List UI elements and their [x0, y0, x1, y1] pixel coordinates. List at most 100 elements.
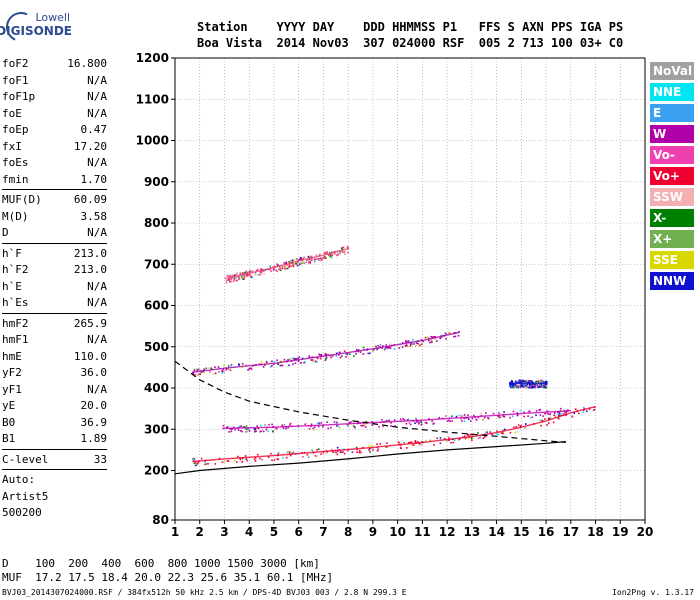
- param-label: hmE: [2, 349, 22, 363]
- echo-point: [299, 262, 301, 265]
- echo-point: [377, 448, 380, 451]
- echo-point: [203, 368, 206, 371]
- echo-point: [346, 352, 349, 355]
- echo-point: [302, 257, 305, 260]
- echo-point: [250, 367, 252, 369]
- echo-point: [405, 340, 407, 342]
- echo-point: [317, 257, 320, 260]
- param-row: yE 20.0: [2, 398, 107, 415]
- x-tick-label: 7: [319, 525, 327, 539]
- echo-point: [324, 257, 326, 259]
- echo-point: [287, 426, 290, 429]
- echo-point: [292, 264, 294, 266]
- echo-point: [263, 270, 265, 272]
- echo-point: [407, 345, 409, 348]
- echo-point: [389, 343, 391, 346]
- echo-point: [325, 257, 327, 259]
- echo-point: [335, 355, 338, 357]
- echo-point: [527, 415, 529, 417]
- echo-point: [336, 453, 339, 456]
- echo-point: [471, 417, 474, 420]
- echo-point: [204, 463, 206, 466]
- echo-point: [273, 265, 276, 268]
- echo-point: [407, 418, 410, 420]
- echo-point: [470, 437, 473, 440]
- echo-point: [282, 427, 285, 430]
- echo-point: [330, 356, 333, 359]
- echo-point: [382, 345, 384, 347]
- echo-point: [417, 342, 419, 345]
- model-profile: [174, 360, 566, 443]
- echo-point: [246, 275, 248, 277]
- param-label: fxI: [2, 139, 22, 153]
- echo-point: [273, 360, 276, 363]
- echo-point: [336, 421, 338, 424]
- echo-point: [377, 344, 379, 347]
- echo-point: [364, 423, 367, 425]
- param-label: foE: [2, 106, 22, 120]
- echo-point: [294, 358, 297, 360]
- echo-point: [289, 264, 291, 267]
- echo-point: [327, 427, 329, 430]
- echo-point: [248, 368, 251, 370]
- echo-point: [524, 385, 526, 387]
- echo-point: [425, 439, 427, 442]
- param-label: foEp: [2, 123, 29, 136]
- echo-point: [539, 414, 542, 416]
- echo-point: [361, 424, 364, 427]
- echo-point: [227, 368, 230, 370]
- echo-point: [420, 421, 423, 424]
- echo-point: [271, 365, 273, 367]
- echo-point: [331, 254, 334, 257]
- echo-point: [479, 436, 482, 439]
- echo-point: [420, 444, 423, 447]
- echo-point: [409, 345, 412, 347]
- echo-point: [257, 427, 260, 430]
- echo-point: [523, 411, 525, 414]
- echo-point: [325, 358, 327, 360]
- param-label: foF1p: [2, 90, 36, 103]
- echo-point: [304, 423, 306, 426]
- echo-point: [299, 362, 302, 364]
- echo-point: [276, 264, 279, 266]
- y-tick-label: 200: [144, 464, 169, 478]
- muf-table-row1: D 100 200 400 600 800 1000 1500 3000 [km…: [2, 557, 320, 570]
- echo-point: [510, 386, 512, 389]
- echo-point: [520, 385, 522, 388]
- echo-point: [259, 424, 262, 427]
- x-tick-label: 15: [513, 525, 530, 539]
- echo-point: [378, 425, 380, 428]
- echo-point: [241, 272, 244, 274]
- echo-point: [514, 380, 517, 383]
- echo-point: [200, 457, 203, 460]
- echo-point: [541, 385, 544, 388]
- echo-point: [236, 276, 239, 278]
- echo-point: [409, 441, 411, 444]
- echo-point: [398, 347, 401, 349]
- echo-point: [238, 425, 241, 428]
- echo-point: [254, 460, 257, 462]
- echo-point: [388, 346, 391, 348]
- echo-point: [218, 371, 220, 373]
- echo-point: [338, 427, 341, 430]
- echo-point: [254, 456, 257, 459]
- echo-point: [544, 383, 547, 386]
- echo-point: [315, 455, 318, 458]
- echo-point: [393, 348, 396, 350]
- echo-point: [267, 430, 269, 433]
- echo-point: [283, 262, 286, 265]
- echo-point: [407, 340, 409, 342]
- echo-point: [309, 261, 312, 263]
- echo-point: [534, 384, 536, 387]
- echo-point: [330, 427, 332, 429]
- echo-point: [387, 419, 389, 422]
- echo-point: [290, 259, 292, 262]
- echo-point: [364, 426, 367, 428]
- echo-point: [463, 435, 466, 438]
- param-value: N/A: [87, 156, 107, 169]
- echo-point: [367, 352, 370, 355]
- echo-point: [557, 413, 559, 416]
- echo-point: [333, 421, 336, 423]
- echo-point: [286, 267, 289, 270]
- echo-point: [231, 428, 233, 431]
